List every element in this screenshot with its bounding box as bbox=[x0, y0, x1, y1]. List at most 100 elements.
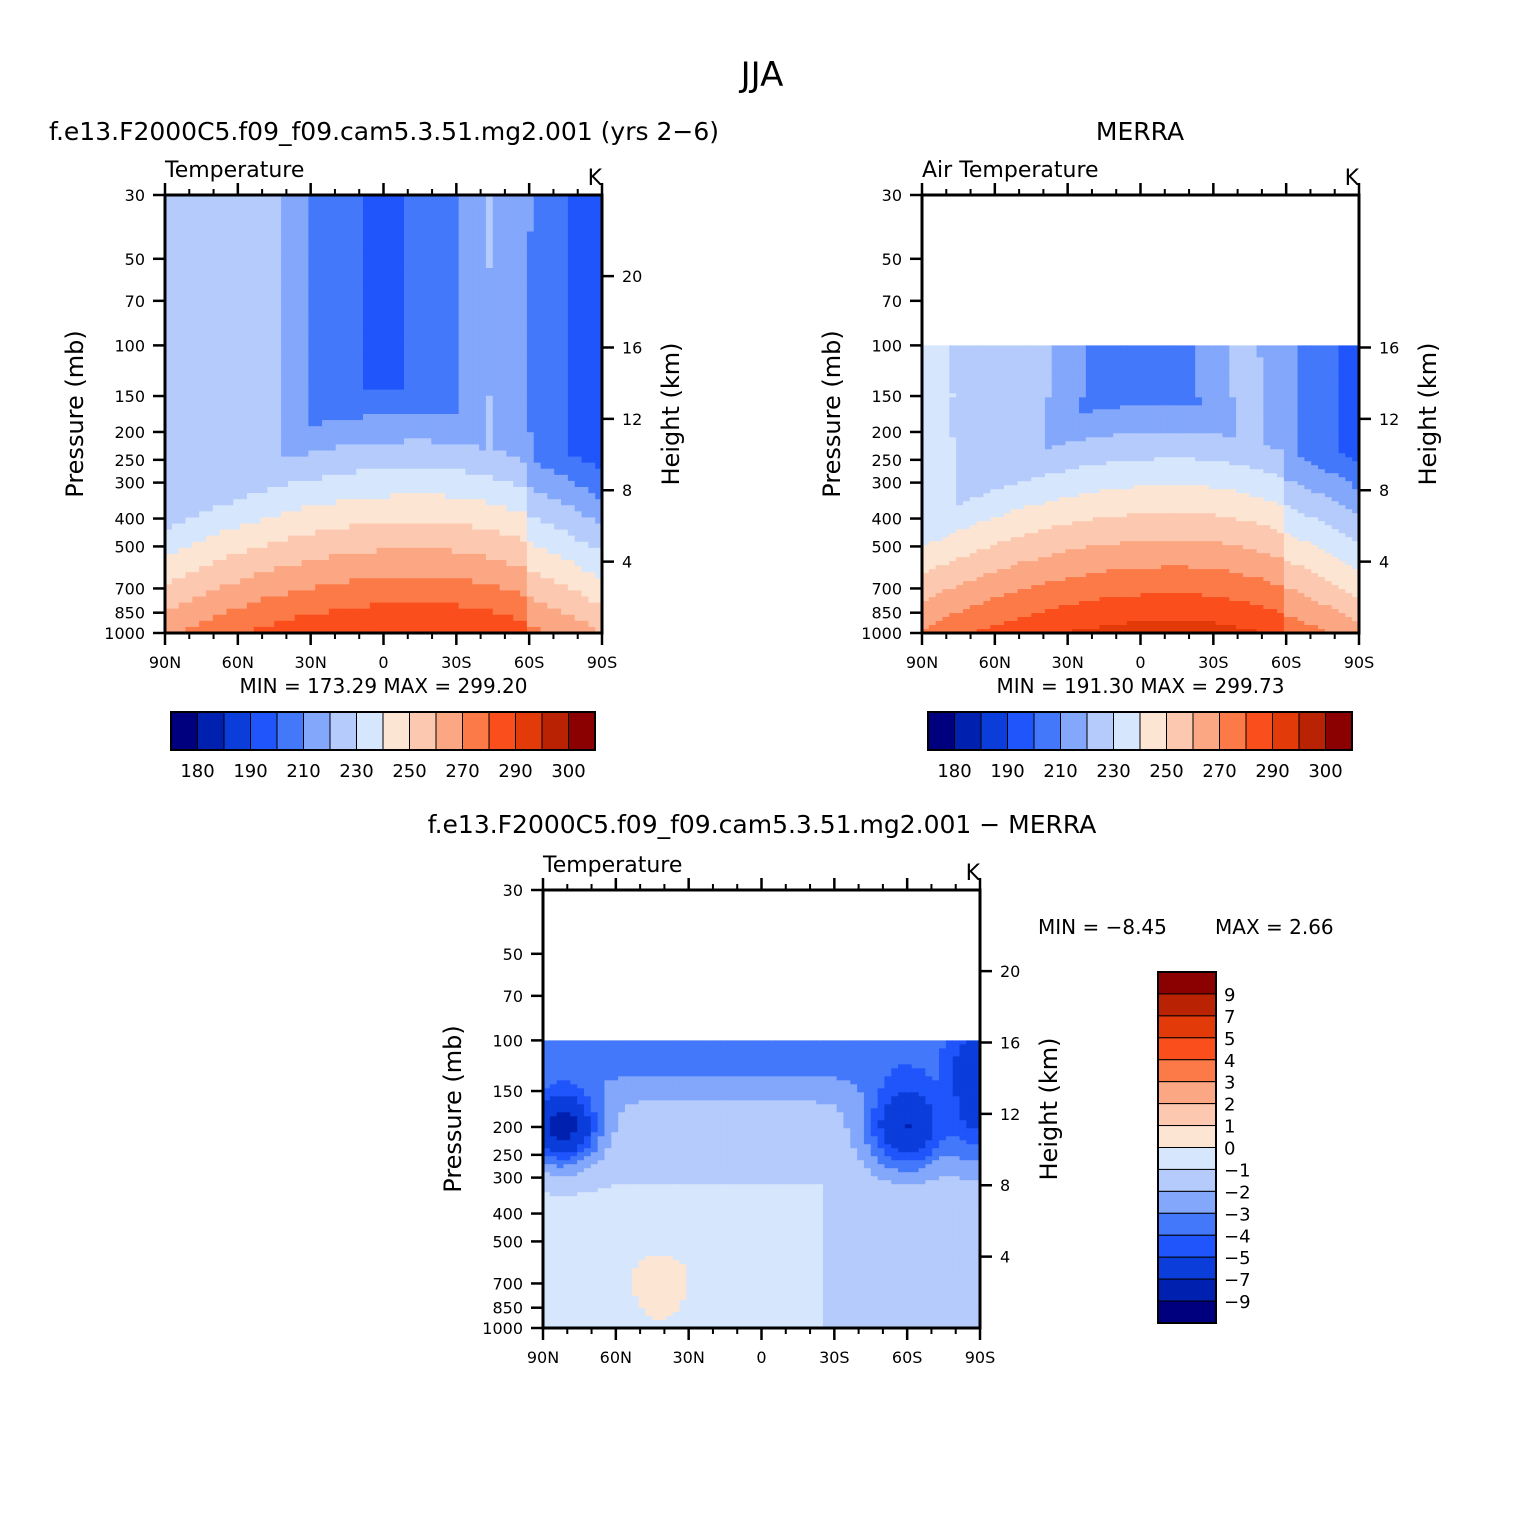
model-cell bbox=[458, 243, 467, 251]
model-cell bbox=[185, 596, 193, 604]
obs-cell bbox=[1263, 357, 1271, 362]
obs-cell bbox=[1304, 365, 1312, 370]
model-cell bbox=[315, 328, 323, 336]
obs-cell bbox=[1338, 357, 1346, 362]
model-cell bbox=[315, 487, 323, 494]
model-cell bbox=[526, 487, 535, 494]
model-cell bbox=[506, 626, 514, 634]
model-cell bbox=[281, 268, 289, 275]
model-cell bbox=[479, 268, 487, 275]
model-cell bbox=[212, 298, 221, 306]
model-cell bbox=[349, 249, 357, 257]
model-cell bbox=[499, 371, 508, 379]
model-cell bbox=[349, 566, 357, 573]
model-cell bbox=[410, 195, 419, 202]
model-cell bbox=[328, 322, 337, 330]
model-cell bbox=[328, 353, 337, 360]
model-cell bbox=[492, 450, 501, 458]
model-cell bbox=[349, 207, 357, 214]
model-cell bbox=[219, 468, 228, 476]
model-cell bbox=[185, 572, 193, 579]
model-cell bbox=[567, 383, 576, 391]
obs-cell bbox=[1215, 357, 1224, 362]
model-cell bbox=[260, 383, 269, 391]
model-cell bbox=[376, 572, 385, 579]
model-cell bbox=[547, 535, 555, 543]
model-cell bbox=[205, 249, 214, 257]
model-cell bbox=[410, 365, 419, 373]
model-cell bbox=[199, 572, 207, 579]
model-cell bbox=[267, 274, 275, 281]
model-cell bbox=[424, 608, 432, 616]
model-cell bbox=[417, 541, 426, 549]
model-cell bbox=[294, 407, 303, 415]
model-cell bbox=[219, 219, 228, 227]
model-cell bbox=[397, 347, 405, 354]
model-cell bbox=[485, 578, 494, 585]
model-cell bbox=[588, 414, 596, 421]
obs-cell bbox=[983, 361, 991, 366]
obs-cell bbox=[1003, 349, 1012, 354]
model-cell bbox=[294, 219, 303, 227]
obs-cell bbox=[1229, 361, 1237, 366]
model-cell bbox=[540, 322, 548, 330]
model-cell bbox=[165, 389, 173, 397]
model-cell bbox=[410, 347, 419, 354]
model-cell bbox=[287, 401, 296, 409]
model-cell bbox=[390, 414, 398, 421]
model-cell bbox=[294, 249, 303, 257]
model-cell bbox=[171, 608, 180, 616]
model-cell bbox=[438, 389, 446, 397]
model-cell bbox=[233, 298, 241, 306]
model-cell bbox=[246, 231, 255, 239]
model-cell bbox=[363, 395, 371, 403]
model-cell bbox=[308, 268, 316, 275]
model-cell bbox=[438, 371, 446, 379]
model-cell bbox=[267, 298, 275, 306]
model-cell bbox=[376, 462, 385, 470]
model-cell bbox=[328, 274, 337, 281]
model-cell bbox=[465, 322, 473, 330]
model-cell bbox=[212, 620, 221, 628]
model-cell bbox=[322, 328, 330, 336]
model-cell bbox=[383, 347, 391, 354]
model-cell bbox=[192, 341, 200, 348]
model-cell bbox=[205, 566, 214, 573]
model-cell bbox=[424, 274, 432, 281]
model-cell bbox=[424, 407, 432, 415]
model-cell bbox=[465, 310, 473, 318]
model-cell bbox=[369, 377, 378, 385]
model-cell bbox=[376, 432, 385, 439]
model-cell bbox=[260, 444, 269, 452]
obs-cell bbox=[1352, 357, 1360, 362]
model-cell bbox=[233, 438, 241, 446]
model-cell bbox=[369, 237, 378, 245]
model-cell bbox=[212, 535, 221, 543]
model-cell bbox=[533, 499, 542, 506]
model-cell bbox=[246, 620, 255, 628]
model-cell bbox=[431, 286, 439, 293]
model-cell bbox=[540, 602, 548, 610]
obs-cell bbox=[928, 365, 937, 370]
model-cell bbox=[171, 249, 180, 257]
model-cell bbox=[383, 468, 391, 476]
model-cell bbox=[588, 298, 596, 306]
model-cell bbox=[363, 450, 371, 458]
model-cell bbox=[363, 407, 371, 415]
model-cell bbox=[403, 395, 412, 403]
model-cell bbox=[281, 347, 289, 354]
model-cell bbox=[267, 213, 275, 220]
model-cell bbox=[444, 225, 453, 233]
model-cell bbox=[417, 231, 426, 239]
model-cell bbox=[417, 517, 426, 525]
model-cell bbox=[451, 395, 460, 403]
model-cell bbox=[281, 487, 289, 494]
model-cell bbox=[458, 316, 467, 324]
model-cell bbox=[438, 517, 446, 525]
model-cell bbox=[287, 511, 296, 519]
model-cell bbox=[444, 328, 453, 336]
model-cell bbox=[438, 383, 446, 391]
obs-cell bbox=[942, 369, 950, 374]
model-cell bbox=[547, 505, 555, 512]
model-cell bbox=[281, 505, 289, 512]
